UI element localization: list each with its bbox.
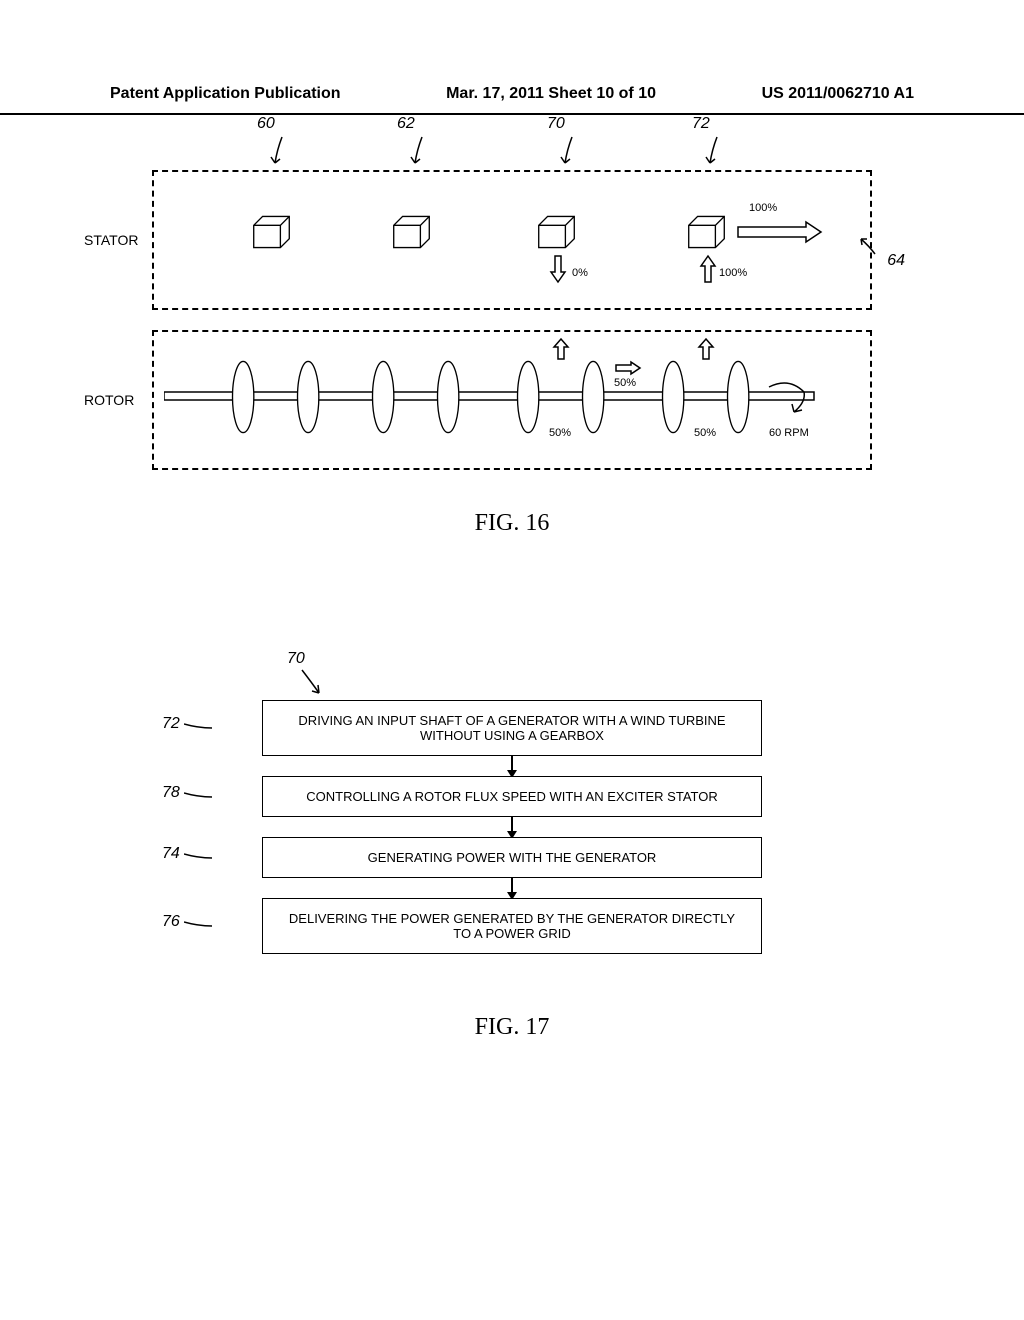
up-arrow-icon [697,337,715,362]
callout-70: 70 [547,115,565,133]
callout-72: 72 [692,115,710,133]
step-wrapper: 72 DRIVING AN INPUT SHAFT OF A GENERATOR… [212,700,812,756]
lead-line-icon [184,722,212,734]
callout-arrow-icon [557,135,582,170]
header-left: Patent Application Publication [110,85,341,103]
step-num: 74 [162,845,180,863]
header-center: Mar. 17, 2011 Sheet 10 of 10 [446,85,656,103]
right-arrow-icon [614,360,642,376]
page-header: Patent Application Publication Mar. 17, … [0,85,1024,115]
flowchart-ref: 70 [287,650,305,668]
callout-arrow-icon [702,135,727,170]
header-right: US 2011/0062710 A1 [762,85,914,103]
rotor-label: ROTOR [84,392,134,408]
right-arrow-icon [736,217,826,247]
callout-arrow-icon [857,234,882,259]
flow-arrow-icon [511,878,513,898]
rotor-cylinder [659,357,714,437]
callout-row: 60 62 70 72 [152,130,872,170]
lead-line-icon [184,920,212,932]
percent-fifty: 50% [549,427,571,439]
percent-hundred-out: 100% [749,202,777,214]
figure-title: FIG. 17 [212,1014,812,1041]
step-wrapper: 78 CONTROLLING A ROTOR FLUX SPEED WITH A… [212,776,812,817]
percent-hundred: 100% [719,267,747,279]
rotor-box: ROTOR [152,330,872,470]
flow-step: CONTROLLING A ROTOR FLUX SPEED WITH AN E… [262,776,762,817]
step-num: 78 [162,784,180,802]
step-wrapper: 74 GENERATING POWER WITH THE GENERATOR [212,837,812,878]
step-num: 72 [162,715,180,733]
percent-zero: 0% [572,267,588,279]
callout-arrow-icon [407,135,432,170]
callout-60: 60 [257,115,275,133]
callout-62: 62 [397,115,415,133]
figure-16: 60 62 70 72 STATOR 0% [152,170,872,537]
rpm-label: 60 RPM [769,427,809,439]
step-num: 76 [162,913,180,931]
percent-fifty: 50% [614,377,636,389]
stator-cube [684,212,729,252]
stator-cube [249,212,294,252]
callout-arrow-icon [267,135,292,170]
rotor-cylinder [229,357,284,437]
up-arrow-icon [699,254,717,284]
flow-step: DELIVERING THE POWER GENERATED BY THE GE… [262,898,762,954]
flow-step: GENERATING POWER WITH THE GENERATOR [262,837,762,878]
figure-title: FIG. 16 [152,510,872,537]
up-arrow-icon [552,337,570,362]
down-arrow-icon [549,254,567,284]
figure-17: 70 72 DRIVING AN INPUT SHAFT OF A GENERA… [212,650,812,1041]
percent-fifty: 50% [694,427,716,439]
flow-arrow-icon [511,817,513,837]
stator-cube [389,212,434,252]
stator-label: STATOR [84,232,138,248]
rotor-cylinder [514,357,569,437]
step-wrapper: 76 DELIVERING THE POWER GENERATED BY THE… [212,898,812,954]
rotor-cylinder [294,357,349,437]
curved-arrow-icon [764,372,819,422]
flow-step: DRIVING AN INPUT SHAFT OF A GENERATOR WI… [262,700,762,756]
flow-arrow-icon [511,756,513,776]
lead-line-icon [184,852,212,864]
callout-64: 64 [887,252,905,270]
lead-line-icon [184,791,212,803]
stator-box: STATOR 0% 100% 100% [152,170,872,310]
callout-arrow-icon [297,668,327,698]
rotor-cylinder [434,357,489,437]
stator-cube [534,212,579,252]
rotor-cylinder [369,357,424,437]
